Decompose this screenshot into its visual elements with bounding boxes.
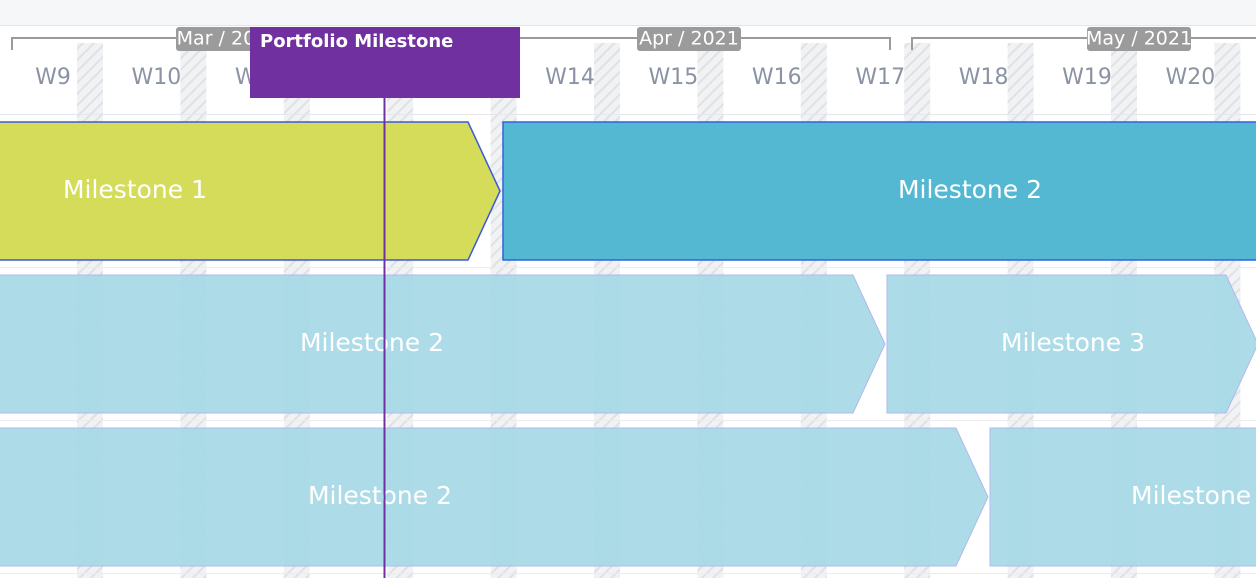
week-label: W20: [1166, 65, 1216, 90]
week-label: W17: [855, 65, 905, 90]
month-label: Apr / 2021: [639, 28, 739, 50]
week-label: W19: [1062, 65, 1112, 90]
timeline-rows: Milestone 1 Milestone 2 Milestone 2 Milesto…: [0, 121, 1256, 574]
month-tag: [1087, 27, 1191, 51]
portfolio-marker[interactable]: Portfolio Milestone: [250, 27, 520, 578]
milestone-label: Milestone 3: [1001, 328, 1145, 357]
milestone-bar[interactable]: [0, 121, 501, 261]
milestone-label: Milestone 2: [300, 328, 444, 357]
milestone-label: Milestone 1: [63, 175, 207, 204]
marker-label: Portfolio Milestone: [260, 31, 453, 52]
week-label: W15: [649, 65, 699, 90]
milestone-bar[interactable]: [886, 274, 1256, 414]
week-label: W9: [35, 65, 71, 90]
milestone-label: Milestone: [1131, 481, 1251, 510]
milestone-bar[interactable]: [989, 427, 1256, 567]
milestone-label: Milestone 2: [898, 175, 1042, 204]
milestone-bar[interactable]: [0, 427, 989, 567]
top-bar: [0, 0, 1256, 25]
milestone-label: Milestone 2: [308, 481, 452, 510]
week-label: W16: [752, 65, 802, 90]
month-tag: [637, 27, 741, 51]
week-label: W10: [132, 65, 182, 90]
milestone-bar[interactable]: [0, 274, 886, 414]
milestone-bar[interactable]: [502, 121, 1256, 261]
week-label: W14: [545, 65, 595, 90]
month-bracket: [911, 37, 1256, 50]
month-label: May / 2021: [1086, 28, 1192, 50]
marker-box[interactable]: [250, 27, 520, 98]
week-label: W18: [959, 65, 1009, 90]
